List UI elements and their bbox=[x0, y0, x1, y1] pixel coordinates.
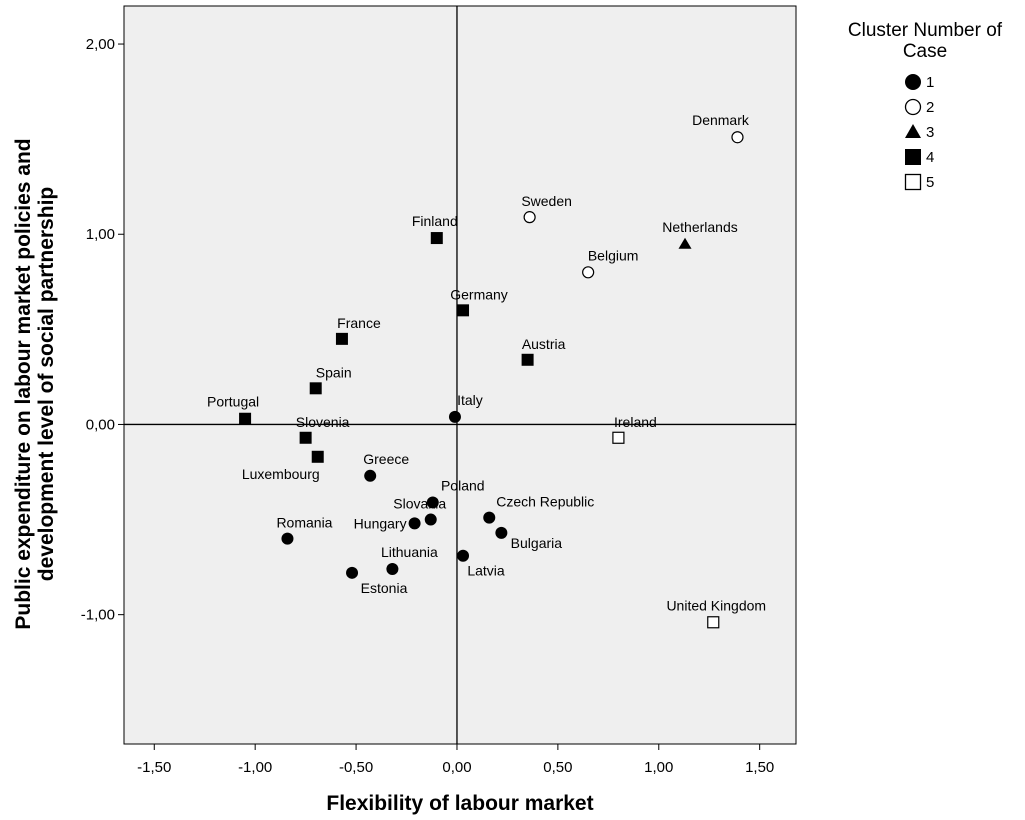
y-tick-label: 1,00 bbox=[86, 226, 115, 243]
point-label-netherlands: Netherlands bbox=[662, 219, 738, 235]
point-portugal bbox=[239, 412, 252, 425]
point-united-kingdom bbox=[707, 616, 720, 629]
point-sweden bbox=[523, 211, 536, 224]
point-label-slovakia: Slovakia bbox=[393, 496, 446, 512]
legend-item-4: 4 bbox=[905, 149, 934, 166]
legend-marker-filled-circle bbox=[905, 74, 921, 90]
point-label-denmark: Denmark bbox=[692, 112, 750, 128]
y-tick-label: 2,00 bbox=[86, 36, 115, 53]
data-points bbox=[239, 131, 744, 629]
point-germany bbox=[457, 304, 470, 317]
point-italy bbox=[448, 410, 461, 423]
point-label-bulgaria: Bulgaria bbox=[511, 535, 563, 551]
point-label-united-kingdom: United Kingdom bbox=[666, 597, 766, 613]
point-label-czech-republic: Czech Republic bbox=[496, 494, 594, 510]
point-label-lithuania: Lithuania bbox=[381, 544, 438, 560]
legend-item-5: 5 bbox=[904, 173, 934, 191]
point-hungary bbox=[408, 517, 421, 530]
y-axis-title-line-2: development level of social partnership bbox=[35, 187, 58, 581]
legend-item-3: 3 bbox=[905, 124, 934, 141]
point-bulgaria bbox=[495, 526, 508, 539]
reference-lines bbox=[124, 6, 796, 744]
legend-marker-triangle bbox=[905, 124, 921, 138]
point-spain bbox=[309, 382, 322, 395]
legend-marker-open-circle bbox=[904, 98, 922, 116]
point-label-finland: Finland bbox=[412, 213, 458, 229]
x-tick-label: 1,50 bbox=[745, 759, 774, 776]
point-romania bbox=[281, 532, 294, 545]
point-slovakia bbox=[424, 513, 437, 526]
legend-label: 4 bbox=[926, 149, 934, 166]
point-label-luxembourg: Luxembourg bbox=[242, 466, 320, 482]
y-tick-label: 0,00 bbox=[86, 416, 115, 433]
legend-label: 1 bbox=[926, 74, 934, 91]
point-label-romania: Romania bbox=[276, 515, 332, 531]
x-tick-label: 1,00 bbox=[644, 759, 673, 776]
point-label-estonia: Estonia bbox=[361, 580, 408, 596]
y-axis-title: Public expenditure on labour market poli… bbox=[12, 138, 58, 629]
point-label-latvia: Latvia bbox=[467, 563, 505, 579]
point-label-hungary: Hungary bbox=[354, 515, 407, 531]
point-label-spain: Spain bbox=[316, 364, 352, 380]
point-label-germany: Germany bbox=[450, 286, 508, 302]
point-slovenia bbox=[299, 431, 312, 444]
point-label-greece: Greece bbox=[363, 451, 409, 467]
legend-item-1: 1 bbox=[905, 74, 934, 91]
x-axis: -1,50 -1,00 -0,50 0,00 0,50 1,00 1,50 bbox=[137, 744, 774, 776]
point-label-italy: Italy bbox=[457, 392, 483, 408]
y-axis: 2,00 1,00 0,00 -1,00 bbox=[81, 36, 124, 624]
y-axis-title-line-1: Public expenditure on labour market poli… bbox=[12, 138, 35, 629]
point-poland bbox=[426, 496, 439, 509]
point-label-poland: Poland bbox=[441, 477, 485, 493]
plot-area bbox=[123, 5, 797, 745]
x-tick-label: -1,00 bbox=[238, 759, 272, 776]
x-axis-title: Flexibility of labour market bbox=[326, 792, 593, 815]
point-estonia bbox=[346, 566, 359, 579]
legend: Cluster Number of Case 1 2 3 4 5 bbox=[848, 20, 1003, 191]
point-greece bbox=[364, 469, 377, 482]
legend-item-2: 2 bbox=[904, 98, 934, 116]
x-tick-label: -0,50 bbox=[339, 759, 373, 776]
point-ireland bbox=[612, 431, 625, 444]
point-france bbox=[335, 332, 348, 345]
point-denmark bbox=[731, 131, 744, 144]
legend-label: 5 bbox=[926, 174, 934, 191]
point-labels: Denmark Sweden Belgium Netherlands Finland Ge… bbox=[207, 112, 766, 613]
y-tick-label: -1,00 bbox=[81, 607, 115, 624]
legend-marker-filled-square bbox=[905, 149, 921, 165]
point-label-sweden: Sweden bbox=[521, 193, 572, 209]
point-label-belgium: Belgium bbox=[588, 247, 639, 263]
point-label-slovenia: Slovenia bbox=[296, 414, 350, 430]
x-tick-label: 0,50 bbox=[543, 759, 572, 776]
x-tick-label: -1,50 bbox=[137, 759, 171, 776]
point-czech-republic bbox=[483, 511, 496, 524]
point-label-france: France bbox=[337, 315, 381, 331]
legend-title-line-2: Case bbox=[903, 41, 947, 62]
legend-label: 3 bbox=[926, 124, 934, 141]
point-label-ireland: Ireland bbox=[614, 414, 657, 430]
point-netherlands bbox=[678, 237, 692, 249]
point-lithuania bbox=[386, 563, 399, 576]
point-latvia bbox=[457, 549, 470, 562]
x-tick-label: 0,00 bbox=[442, 759, 471, 776]
legend-marker-open-square bbox=[904, 173, 922, 191]
legend-title-line-1: Cluster Number of bbox=[848, 20, 1003, 41]
point-austria bbox=[521, 353, 534, 366]
point-label-austria: Austria bbox=[522, 336, 566, 352]
point-belgium bbox=[582, 266, 595, 279]
legend-label: 2 bbox=[926, 99, 934, 116]
point-label-portugal: Portugal bbox=[207, 394, 259, 410]
point-luxembourg bbox=[311, 450, 324, 463]
point-finland bbox=[430, 232, 443, 245]
